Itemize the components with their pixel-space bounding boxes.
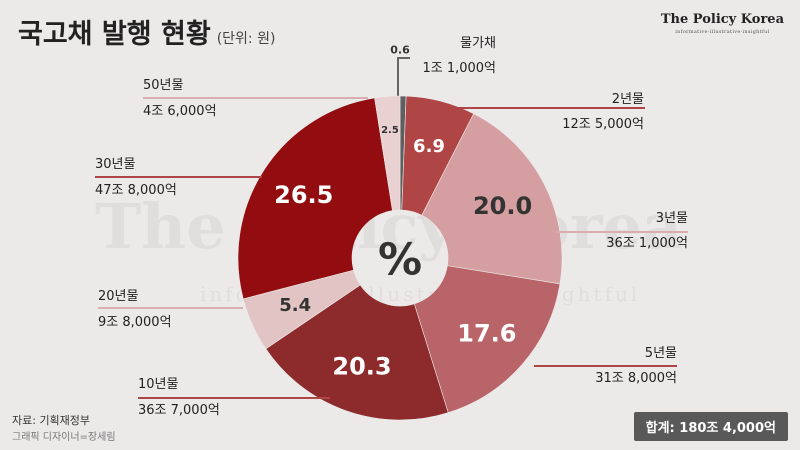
slice-4	[413, 265, 561, 414]
amount-label-3: 36조 1,000억	[606, 236, 688, 251]
credit-text: 그래픽 디자이너=장세림	[12, 432, 116, 443]
amount-label-8: 4조 6,000억	[143, 104, 217, 119]
slice-7	[237, 97, 393, 300]
slice-5	[265, 284, 449, 421]
slice-value-label-6: 5.4	[279, 295, 311, 316]
brand-logo: The Policy Korea informative·illustrative…	[661, 12, 784, 35]
source-text: 자료: 기획재정부	[12, 414, 91, 427]
slice-3	[421, 113, 563, 285]
amount-label-6: 9조 8,000억	[98, 315, 172, 330]
amount-label-5: 36조 7,000억	[138, 403, 220, 418]
amount-label-4: 31조 8,000억	[595, 371, 677, 386]
slice-value-label-1: 0.6	[390, 44, 410, 57]
slice-value-label-3: 20.0	[473, 192, 532, 220]
leader-line-1	[397, 57, 410, 96]
category-label-3: 3년물	[656, 211, 688, 226]
category-label-1: 물가채	[460, 36, 496, 51]
slice-value-label-2: 6.9	[413, 136, 445, 157]
title-text: 국고채 발행 현황	[18, 19, 211, 50]
chart-title: 국고채 발행 현황 (단위: 원)	[18, 12, 275, 51]
unit-label: (단위: 원)	[216, 31, 276, 47]
source-block: 자료: 기획재정부 그래픽 디자이너=장세림	[12, 412, 116, 446]
category-label-7: 30년물	[95, 157, 136, 172]
brand-tagline: informative·illustrative·insightful	[675, 29, 770, 35]
amount-label-7: 47조 8,000억	[95, 183, 177, 198]
slice-value-label-8: 2.5	[381, 125, 399, 136]
category-label-6: 20년물	[98, 289, 139, 304]
brand-name: The Policy Korea	[660, 12, 784, 27]
category-label-2: 2년물	[612, 92, 644, 107]
slice-8	[374, 95, 401, 211]
slice-value-label-4: 17.6	[457, 319, 516, 347]
center-symbol: %	[378, 235, 422, 286]
slice-value-label-7: 26.5	[274, 181, 333, 209]
total-badge: 합계: 180조 4,000억	[633, 412, 788, 441]
category-label-8: 50년물	[143, 78, 184, 93]
category-label-4: 5년물	[645, 346, 677, 361]
amount-label-2: 12조 5,000억	[562, 117, 644, 132]
category-label-5: 10년물	[138, 377, 179, 392]
slice-value-label-5: 20.3	[332, 353, 391, 381]
amount-label-1: 1조 1,000억	[422, 61, 496, 76]
